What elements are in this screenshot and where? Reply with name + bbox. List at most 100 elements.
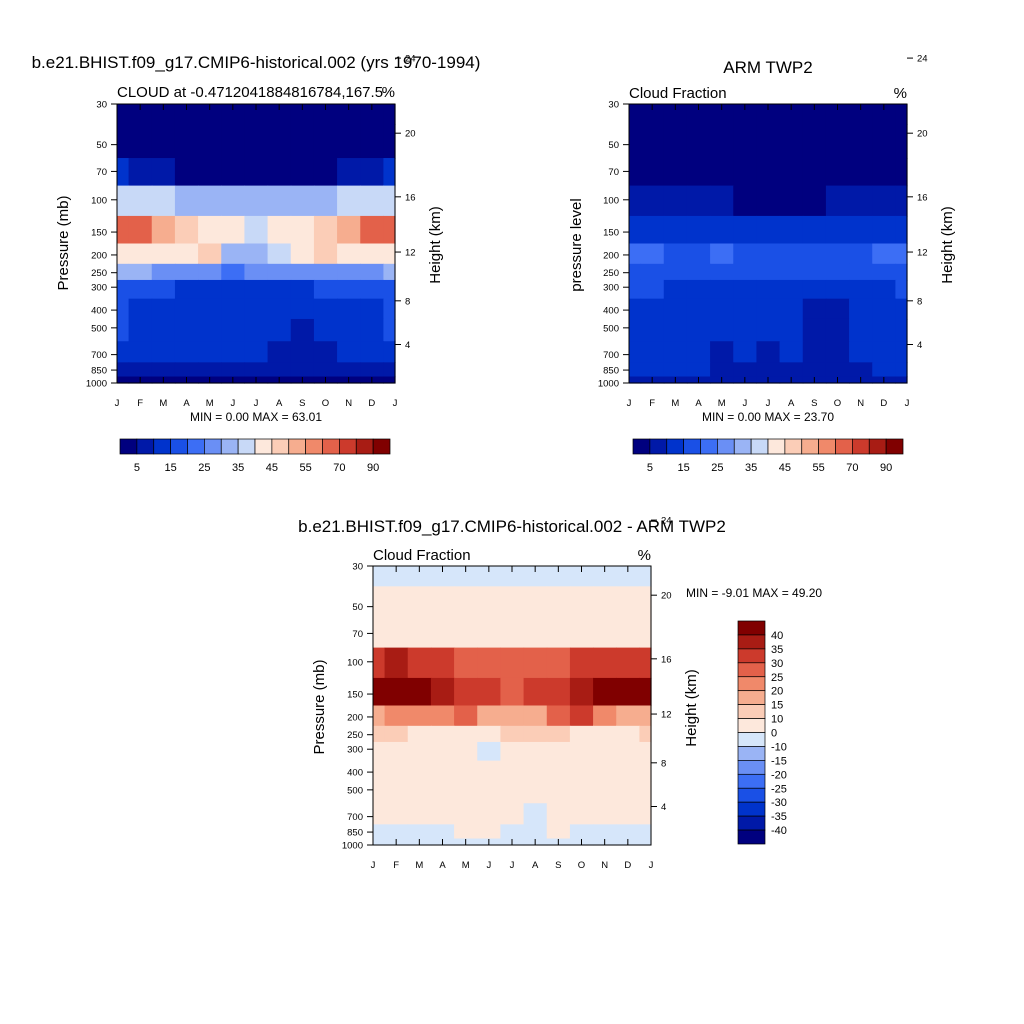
heatmap-cell — [593, 803, 617, 825]
colorbar-swatch — [885, 438, 904, 455]
heatmap-cell — [244, 279, 269, 300]
colorbar-swatch — [666, 438, 684, 455]
panel-model-ylabel-right: Height (km) — [427, 206, 444, 284]
heatmap-cell — [802, 104, 827, 125]
heatmap-cell — [174, 124, 199, 159]
heatmap-cell — [779, 341, 804, 363]
heatmap-cell — [802, 298, 827, 320]
heatmap-cell — [373, 741, 386, 762]
heatmap-cell — [384, 586, 409, 621]
heatmap-cell — [244, 362, 269, 378]
month-tick-label: J — [510, 860, 515, 871]
colorbar-label: -25 — [771, 783, 787, 795]
month-tick-label: J — [371, 860, 376, 871]
heatmap-cell — [407, 760, 432, 782]
heatmap-cell — [221, 263, 246, 281]
heatmap-cell — [639, 647, 652, 679]
month-tick-label: M — [206, 398, 214, 409]
heatmap-cell — [151, 185, 176, 217]
heatmap-cell — [546, 760, 571, 782]
heatmap-cell — [290, 124, 315, 159]
colorbar-swatch — [868, 438, 887, 455]
heatmap-cell — [629, 158, 642, 187]
heatmap-cell — [756, 263, 781, 281]
heatmap-cell — [593, 647, 617, 679]
heatmap-cell — [569, 586, 594, 621]
heatmap-cell — [546, 705, 571, 727]
colorbar-swatch — [237, 438, 256, 455]
colorbar-swatch — [220, 438, 239, 455]
heatmap-cell — [267, 318, 292, 342]
heatmap-cell — [640, 215, 665, 245]
axes-model: 30 50 70 100 150 200 250 300 400 500 700 850 1000 24 2… — [86, 54, 416, 409]
heatmap-cell — [407, 725, 432, 743]
heatmap-cell — [733, 185, 758, 217]
heatmap-cell — [198, 215, 222, 245]
heatmap-cell — [849, 341, 873, 363]
heatmap-cell — [733, 263, 758, 281]
heatmap-cell — [733, 243, 758, 265]
heatmap-cell — [523, 586, 548, 621]
heatmap-cell — [244, 124, 269, 159]
month-tick-label: O — [834, 398, 841, 409]
month-tick-label: J — [230, 398, 235, 409]
heatmap-cell — [756, 124, 781, 159]
heatmap-cell — [454, 620, 478, 649]
heatmap-cell — [639, 725, 652, 743]
heatmap-cell — [895, 185, 908, 217]
pressure-tick-label: 500 — [91, 323, 107, 334]
heatmap-cell — [267, 279, 292, 300]
heatmap-cell — [267, 243, 292, 265]
heatmap-cell — [313, 104, 338, 125]
panel-diff: b.e21.BHIST.f09_g17.CMIP6-historical.002… — [298, 516, 822, 871]
heatmap-cell — [733, 215, 758, 245]
heatmap-cell — [383, 318, 396, 342]
pressure-tick-label: 250 — [347, 730, 363, 741]
month-tick-label: S — [299, 398, 305, 409]
heatmap-cell — [569, 566, 594, 587]
heatmap-cell — [710, 185, 734, 217]
heatmap-cell — [244, 263, 269, 281]
heatmap-cell — [117, 298, 130, 320]
heatmap-cell — [373, 760, 386, 782]
colorbar-label: 20 — [771, 686, 783, 698]
heatmap-cell — [337, 104, 361, 125]
heatmap-cell — [117, 124, 130, 159]
heatmap-cell — [407, 741, 432, 762]
heatmap-cell — [616, 586, 641, 621]
heatmap-cell — [779, 158, 804, 187]
heatmap-cell — [151, 243, 176, 265]
heatmap-cell — [802, 279, 827, 300]
heatmap-cell — [825, 318, 850, 342]
colorbar-swatch — [683, 438, 701, 455]
heatmap-cell — [383, 298, 396, 320]
heatmap-cell — [756, 104, 781, 125]
colorbar-swatch — [271, 438, 290, 455]
heatmap-cell — [454, 647, 478, 679]
heatmap-cell — [430, 566, 455, 587]
colorbar-label: 70 — [846, 462, 858, 474]
heatmap-cell — [546, 647, 571, 679]
colorbar-swatch — [700, 438, 718, 455]
heatmap-cell — [337, 263, 361, 281]
heatmap-cell — [872, 298, 897, 320]
colorbar-label: -30 — [771, 797, 787, 809]
heatmap-cell — [198, 185, 222, 217]
heatmap-cell — [895, 158, 908, 187]
heatmap-cell — [663, 318, 688, 342]
heatmap-cell — [872, 263, 897, 281]
heatmap-cell — [872, 362, 897, 378]
heatmap-cell — [756, 341, 781, 363]
colorbar-swatch — [737, 773, 766, 789]
heatmap-cell — [430, 803, 455, 825]
heatmap-cell — [151, 215, 176, 245]
heatmap-cell — [407, 780, 432, 804]
heatmap-cell — [710, 215, 734, 245]
heatmap-cell — [290, 279, 315, 300]
height-tick-label: 4 — [405, 340, 410, 351]
heatmap-cell — [639, 803, 652, 825]
month-tick-label: S — [555, 860, 561, 871]
colorbar-swatch — [187, 438, 205, 455]
heatmap-cell — [779, 104, 804, 125]
panel-model-units: % — [382, 84, 395, 101]
